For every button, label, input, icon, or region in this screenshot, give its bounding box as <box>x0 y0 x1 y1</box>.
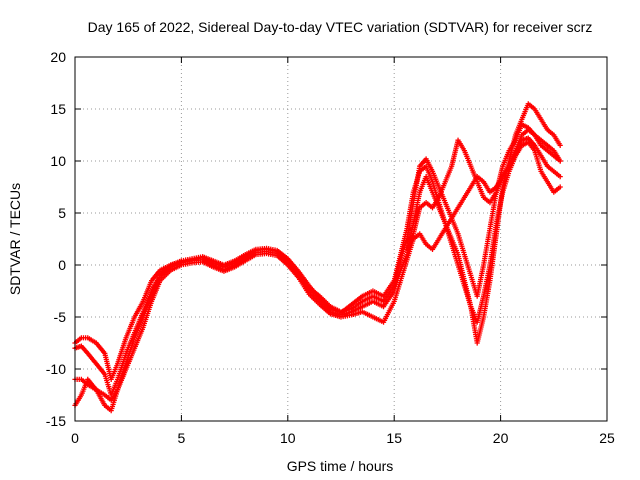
x-tick-label: 0 <box>71 430 79 446</box>
x-tick-label: 5 <box>178 430 186 446</box>
series-sat-c <box>72 139 563 403</box>
y-axis-label: SDTVAR / TECUs <box>7 183 23 295</box>
y-tick-label: -10 <box>46 361 66 377</box>
chart-title: Day 165 of 2022, Sidereal Day-to-day VTE… <box>88 19 593 35</box>
data-point-marker <box>557 174 563 180</box>
data-point-marker <box>557 142 563 148</box>
y-tick-label: 15 <box>50 101 66 117</box>
series-sat-e <box>404 127 563 252</box>
y-tick-label: -15 <box>46 413 66 429</box>
y-tick-label: -5 <box>54 309 67 325</box>
data-point-marker <box>557 158 563 164</box>
series-sat-d <box>72 101 563 414</box>
x-tick-label: 10 <box>280 430 296 446</box>
plot-frame <box>74 56 608 422</box>
data-point-marker <box>557 184 563 190</box>
x-tick-label: 15 <box>386 430 402 446</box>
y-tick-label: 5 <box>58 205 66 221</box>
y-tick-label: 20 <box>50 49 66 65</box>
y-tick-label: 0 <box>58 257 66 273</box>
x-axis-label: GPS time / hours <box>287 458 394 474</box>
x-tick-label: 20 <box>493 430 509 446</box>
data-series <box>72 101 563 414</box>
grid-lines <box>75 57 607 421</box>
y-tick-label: 10 <box>50 153 66 169</box>
x-tick-label: 25 <box>599 430 615 446</box>
